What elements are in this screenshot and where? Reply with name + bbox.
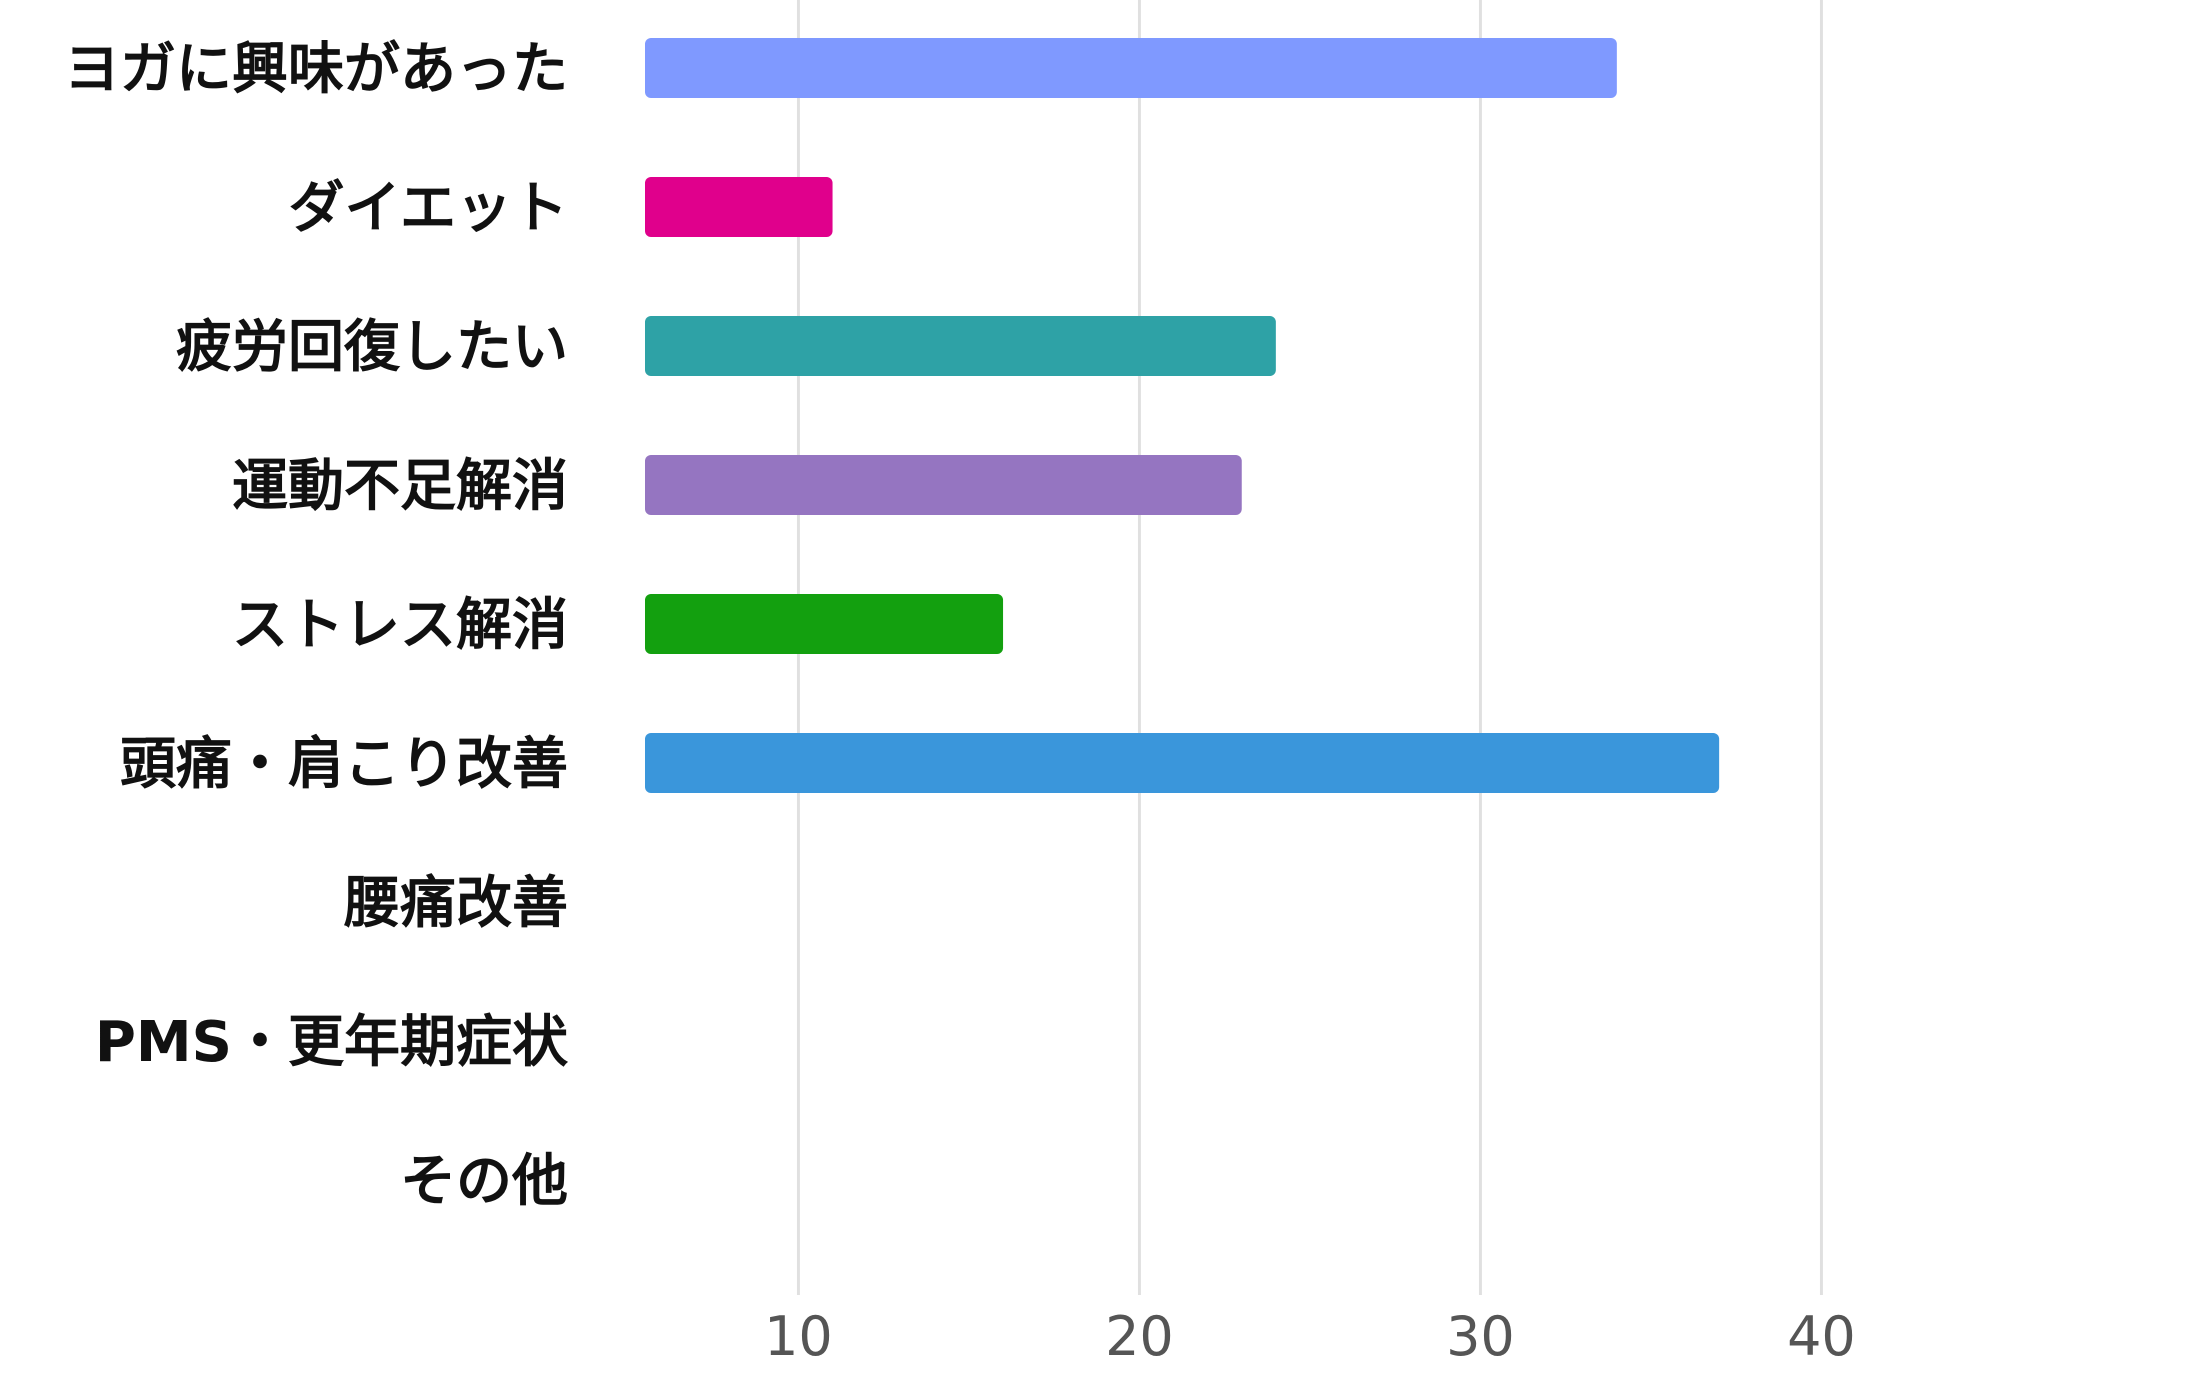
category-labels: ヨガに興味があったダイエット疲労回復したい運動不足解消ストレス解消頭痛・肩こり改… [64,37,569,1214]
x-tick-label: 20 [1105,1305,1174,1368]
bars [645,38,1720,793]
x-axis-ticks: 10 20 30 40 [764,1305,1856,1368]
bar [645,316,1276,376]
category-label: 疲労回復したい [176,315,568,380]
category-label: PMS・更年期症状 [95,1010,569,1075]
x-tick-label: 30 [1446,1305,1515,1368]
x-tick-label: 40 [1787,1305,1856,1368]
bar [645,38,1617,98]
category-label: ダイエット [289,176,568,241]
bar [645,594,1004,654]
category-label: ヨガに興味があった [64,37,568,102]
bar [645,733,1720,793]
category-label: 腰痛改善 [344,871,568,936]
bar [645,177,833,237]
bar [645,455,1242,515]
category-label: その他 [400,1149,568,1214]
x-tick-label: 10 [764,1305,833,1368]
category-label: 運動不足解消 [232,454,568,519]
category-label: ストレス解消 [232,593,568,658]
category-label: 頭痛・肩こり改善 [120,732,568,797]
